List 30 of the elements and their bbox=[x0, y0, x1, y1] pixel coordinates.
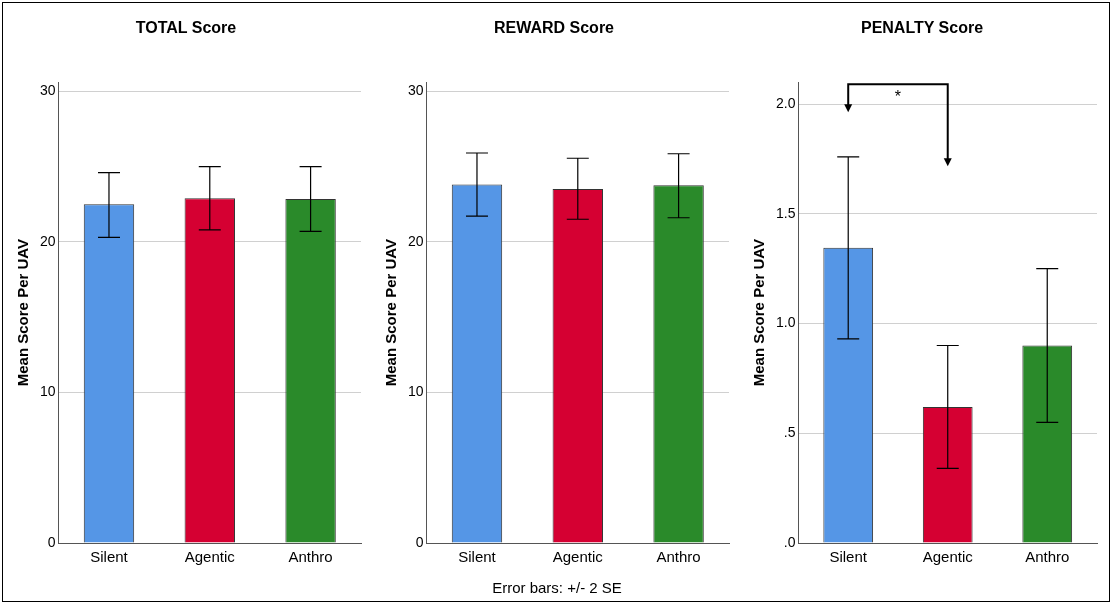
x-tick-label: Anthro bbox=[1025, 548, 1070, 566]
x-tick-label: Anthro bbox=[288, 548, 333, 566]
x-tick-label: Agentic bbox=[552, 548, 604, 566]
y-axis-title: Mean Score Per UAV bbox=[750, 238, 768, 387]
x-tick-label: Silent bbox=[90, 548, 129, 566]
annotation: * bbox=[893, 88, 903, 107]
y-tick-label: .0 bbox=[783, 533, 796, 550]
y-tick-label: .5 bbox=[783, 424, 796, 441]
y-tick-label: 10 bbox=[39, 383, 56, 400]
y-tick-label: 1.5 bbox=[775, 204, 796, 221]
y-tick-label: 30 bbox=[407, 82, 424, 99]
y-tick-label: 2.0 bbox=[775, 95, 796, 111]
x-tick-label: Silent bbox=[829, 548, 868, 566]
y-tick-label: 1.0 bbox=[775, 314, 796, 331]
chart-title: TOTAL Score bbox=[135, 19, 237, 37]
x-tick-label: Agentic bbox=[184, 548, 236, 566]
text: Error bars: +/- 2 SE bbox=[491, 579, 623, 596]
y-tick-label: 20 bbox=[407, 232, 424, 249]
y-tick-label: 0 bbox=[47, 533, 56, 550]
y-tick-label: 10 bbox=[407, 383, 424, 400]
y-tick-label: 30 bbox=[39, 82, 56, 99]
y-axis-title: Mean Score Per UAV bbox=[382, 238, 400, 387]
x-tick-label: Agentic bbox=[922, 548, 974, 566]
y-tick-label: 20 bbox=[39, 232, 56, 249]
x-tick-label: Silent bbox=[458, 548, 497, 566]
chart-title: PENALTY Score bbox=[860, 19, 984, 37]
y-tick-label: 0 bbox=[415, 533, 424, 550]
x-tick-label: Anthro bbox=[656, 548, 701, 566]
y-axis-title: Mean Score Per UAV bbox=[14, 238, 32, 387]
chart-title: REWARD Score bbox=[493, 19, 615, 37]
